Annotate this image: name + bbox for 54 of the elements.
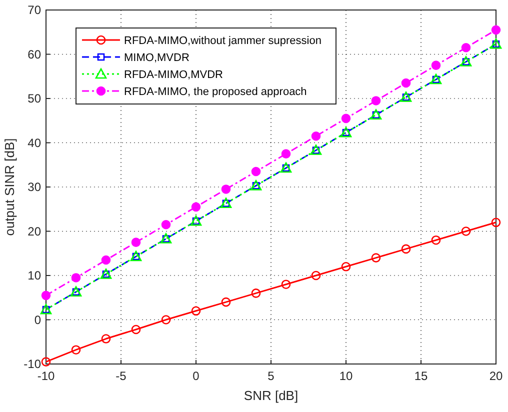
x-tick-label: 20 [489,369,503,383]
point [221,184,231,194]
point [221,297,231,307]
y-tick-label: 10 [28,268,42,282]
point [491,218,501,228]
point [281,280,291,289]
y-tick-label: 50 [28,92,42,106]
legend-label: MIMO,MVDR [124,52,190,64]
point [461,42,471,52]
point [431,235,441,245]
point [41,290,51,300]
legend-label: RFDA-MIMO,MVDR [124,69,224,81]
y-tick-label: 20 [28,224,42,238]
point [341,114,351,124]
point [281,149,291,158]
point [371,253,381,262]
point [461,226,471,236]
point [131,324,141,334]
point [251,288,261,298]
point [161,220,171,230]
point [401,244,411,254]
point [401,78,411,88]
x-axis-title: SNR [dB] [244,388,298,403]
point [251,166,261,176]
x-tick-label: 10 [339,369,353,383]
point [491,25,501,35]
y-tick-label: 0 [34,312,42,327]
x-tick-label: 0 [192,369,200,383]
point [431,60,441,70]
legend-label: RFDA-MIMO, the proposed approach [124,86,307,98]
point [71,273,81,282]
point [71,345,81,354]
point [131,238,141,247]
y-tick-label: 30 [28,180,42,194]
point [101,255,111,265]
y-tick-label: 60 [28,47,42,62]
x-tick-label: 5 [268,369,275,383]
point [101,334,111,344]
legend-label: RFDA-MIMO,without jammer supression [124,35,322,47]
y-tick-label: -10 [24,357,42,371]
point [161,315,171,324]
point [41,357,51,366]
y-tick-label: 70 [28,3,42,17]
point [311,131,321,141]
x-tick-label: -10 [37,369,55,383]
x-tick-label: 15 [414,369,428,383]
point [191,202,201,212]
y-tick-label: 40 [28,136,42,150]
point [191,306,201,316]
point [311,270,321,280]
y-axis-title: output SINR [dB] [2,138,17,236]
point [371,96,381,106]
x-tick-label: -5 [116,369,127,383]
point [341,262,351,272]
